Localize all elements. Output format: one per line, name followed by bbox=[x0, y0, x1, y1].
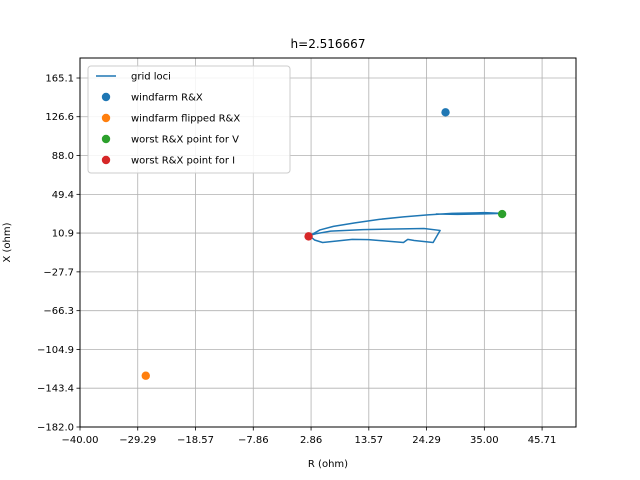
x-axis-ticks: −40.00 −29.29 −18.57 −7.86 2.86 13.57 24.29 35.… bbox=[61, 427, 556, 446]
scatter-point bbox=[141, 371, 150, 380]
y-axis-ticks: −182.0 −143.4 −104.9 −66.3 −27.7 10.9 49.4 88.0… bbox=[37, 74, 80, 434]
chart-title: h=2.516667 bbox=[291, 37, 366, 51]
legend-marker-swatch bbox=[101, 155, 111, 165]
legend-label: grid loci bbox=[131, 72, 171, 83]
x-tick-label: 45.71 bbox=[528, 435, 557, 446]
y-tick-label: 126.6 bbox=[45, 112, 74, 123]
x-tick-label: −29.29 bbox=[119, 435, 156, 446]
scatter-point bbox=[304, 232, 313, 241]
legend-label: worst R&X point for I bbox=[131, 156, 235, 167]
y-tick-label: 49.4 bbox=[52, 190, 74, 201]
legend-label: windfarm R&X bbox=[131, 93, 203, 104]
y-tick-label: −66.3 bbox=[43, 306, 74, 317]
grid-loci-line-lower bbox=[308, 227, 441, 244]
legend: grid loci windfarm R&X windfarm flipped R&… bbox=[87, 65, 291, 174]
y-tick-label: −104.9 bbox=[37, 345, 74, 356]
legend-marker-swatch bbox=[101, 92, 111, 102]
y-axis-title: X (ohm) bbox=[2, 222, 13, 262]
legend-label: worst R&X point for V bbox=[131, 135, 239, 146]
scatter-point bbox=[441, 108, 450, 117]
legend-marker-swatch bbox=[101, 113, 111, 123]
plot-series bbox=[141, 108, 507, 380]
y-tick-label: −27.7 bbox=[43, 267, 74, 278]
x-tick-label: −40.00 bbox=[61, 435, 98, 446]
plot-area-frame bbox=[79, 57, 577, 428]
scatter-point bbox=[497, 209, 507, 219]
x-tick-label: −7.86 bbox=[238, 435, 269, 446]
x-axis-title: R (ohm) bbox=[308, 459, 348, 470]
legend-box bbox=[87, 65, 291, 174]
y-tick-label: 165.1 bbox=[45, 74, 74, 85]
x-tick-label: 13.57 bbox=[354, 435, 383, 446]
grid-loci-line-upper bbox=[308, 211, 503, 237]
legend-label: windfarm flipped R&X bbox=[131, 114, 240, 125]
y-tick-label: −143.4 bbox=[37, 384, 74, 395]
x-tick-label: 2.86 bbox=[300, 435, 322, 446]
y-tick-label: −182.0 bbox=[37, 423, 74, 434]
legend-marker-swatch bbox=[101, 134, 111, 144]
x-tick-label: 35.00 bbox=[470, 435, 499, 446]
x-tick-label: 24.29 bbox=[412, 435, 441, 446]
y-tick-label: 88.0 bbox=[52, 151, 74, 162]
x-tick-label: −18.57 bbox=[177, 435, 214, 446]
y-tick-label: 10.9 bbox=[52, 229, 74, 240]
